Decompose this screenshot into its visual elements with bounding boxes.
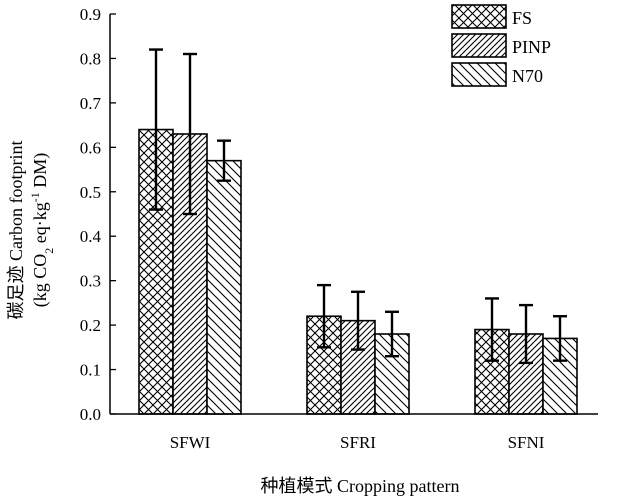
- error-bar-fs-sfni: [485, 297, 499, 362]
- error-bars-layer: [149, 48, 567, 365]
- error-bar-pinp-sfni: [519, 303, 533, 365]
- y-axis-title-unit-mid: eq·kg: [30, 202, 50, 247]
- legend-label-pinp: PINP: [512, 37, 551, 57]
- y-axis-title-line1: 碳足迹 Carbon footprint: [6, 141, 26, 320]
- x-tick-label-sfwi: SFWI: [170, 433, 211, 452]
- x-tick-label-sfni: SFNI: [508, 433, 545, 452]
- y-axis-title-line2: (kg CO2 eq·kg-1 DM): [28, 153, 56, 307]
- error-bar-fs-sfri: [317, 283, 331, 349]
- y-tick-label: 0.5: [80, 183, 101, 202]
- bars-layer: [138, 128, 578, 415]
- x-ticks: SFWI SFRI SFNI: [170, 433, 545, 452]
- y-tick-label: 0.3: [80, 272, 101, 291]
- y-axis-title-unit-close: DM): [30, 153, 51, 193]
- legend-swatch-pinp: [451, 33, 507, 58]
- y-tick-label: 0.9: [80, 5, 101, 24]
- x-axis-title: 种植模式 Cropping pattern: [261, 476, 460, 496]
- y-tick-label: 0.7: [80, 94, 102, 113]
- error-bar-n70-sfni: [553, 315, 567, 362]
- plot-area: 0.00.10.20.30.40.50.60.70.80.9 SFWI SFRI S…: [80, 5, 598, 452]
- y-axis-title: 碳足迹 Carbon footprint (kg CO2 eq·kg-1 DM): [6, 141, 56, 320]
- y-axis-title-unit-sub: 2: [42, 248, 56, 254]
- y-ticks: 0.0 0.1 0.2 0.3 0.4 0.5 0.6 0.7 0.8 0.9: [80, 5, 116, 424]
- legend-swatch-n70: [451, 62, 507, 87]
- error-bar-n70-sfwi: [217, 139, 231, 182]
- y-tick-label: 0.0: [80, 405, 101, 424]
- y-tick-label: 0.4: [80, 227, 102, 246]
- y-tick-label: 0.1: [80, 361, 101, 380]
- y-tick-label: 0.2: [80, 316, 101, 335]
- bar-n70-sfwi: [206, 159, 242, 415]
- error-bar-pinp-sfri: [351, 290, 365, 351]
- error-bar-pinp-sfwi: [183, 52, 197, 216]
- legend: FS PINP N70: [451, 4, 551, 87]
- legend-swatch-fs: [451, 4, 507, 29]
- y-axis-title-unit-sup: -1: [28, 192, 42, 202]
- y-axis-title-unit-open: (kg CO: [30, 254, 51, 308]
- legend-label-n70: N70: [512, 66, 543, 86]
- x-tick-label-sfri: SFRI: [340, 433, 376, 452]
- y-tick-label: 0.8: [80, 49, 101, 68]
- error-bar-n70-sfri: [385, 310, 399, 358]
- y-tick-label: 0.6: [80, 138, 101, 157]
- legend-label-fs: FS: [512, 8, 532, 28]
- error-bar-fs-sfwi: [149, 48, 163, 211]
